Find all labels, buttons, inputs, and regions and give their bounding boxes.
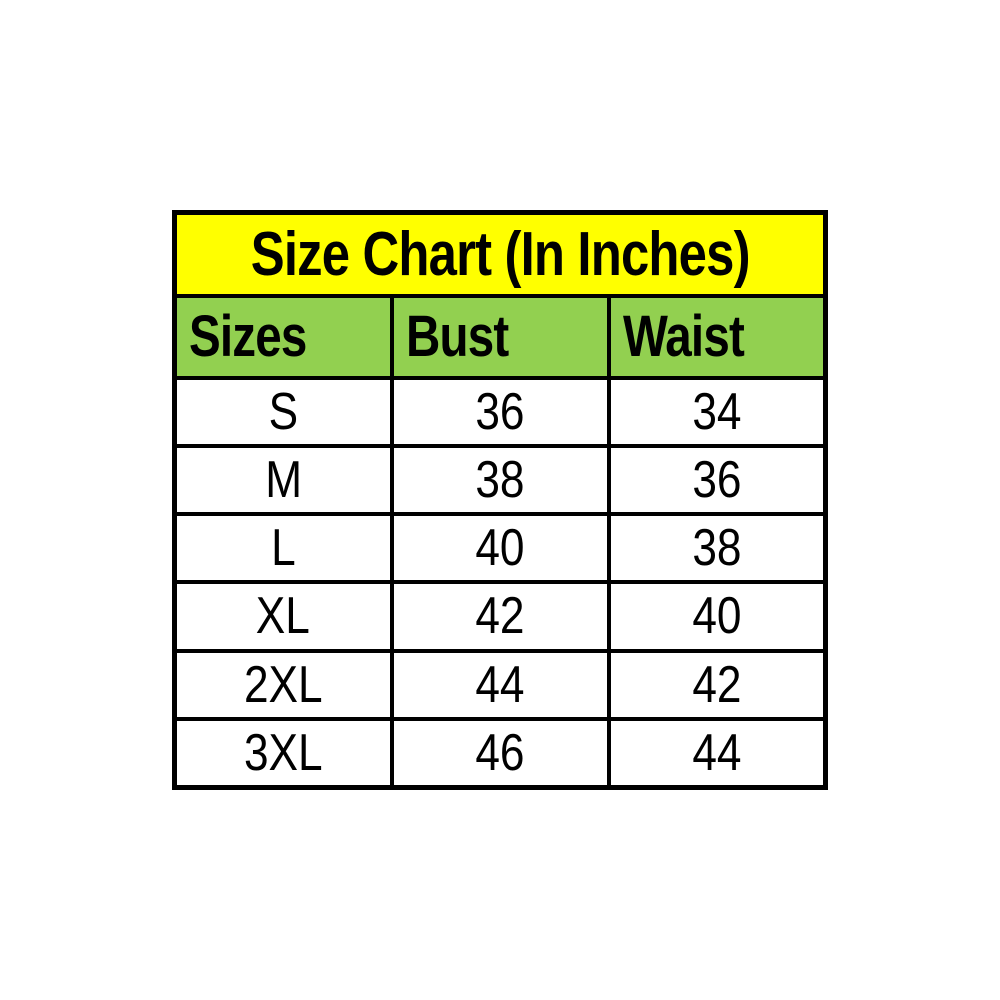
- size-cell: 3XL: [172, 716, 394, 790]
- column-header-sizes-label: Sizes: [189, 304, 307, 370]
- bust-cell: 46: [389, 716, 611, 790]
- size-cell: 2XL: [172, 648, 394, 721]
- bust-value: 42: [475, 587, 525, 646]
- column-header-sizes: Sizes: [172, 294, 394, 380]
- bust-value: 46: [475, 723, 525, 782]
- waist-value: 40: [692, 587, 742, 646]
- size-cell: M: [172, 444, 394, 517]
- size-cell: XL: [172, 580, 394, 653]
- size-cell: L: [172, 512, 394, 585]
- size-value: 2XL: [243, 655, 323, 714]
- bust-value: 44: [475, 655, 525, 714]
- column-header-row: Sizes Bust Waist: [172, 294, 828, 380]
- bust-cell: 38: [389, 444, 611, 517]
- waist-cell: 42: [606, 648, 828, 721]
- size-chart-table: Size Chart (In Inches) Sizes Bust Waist …: [172, 210, 828, 790]
- column-header-bust: Bust: [389, 294, 611, 380]
- chart-title: Size Chart (In Inches): [250, 219, 751, 289]
- table-row-2xl: 2XL 44 42: [172, 648, 828, 721]
- table-row-3xl: 3XL 46 44: [172, 716, 828, 790]
- bust-cell: 44: [389, 648, 611, 721]
- waist-value: 42: [692, 655, 742, 714]
- size-value: XL: [256, 587, 311, 646]
- table-row-l: L 40 38: [172, 512, 828, 585]
- waist-cell: 38: [606, 512, 828, 585]
- column-header-waist-label: Waist: [622, 304, 745, 370]
- chart-title-cell: Size Chart (In Inches): [172, 210, 828, 299]
- bust-cell: 42: [389, 580, 611, 653]
- waist-value: 34: [692, 382, 742, 441]
- bust-value: 36: [475, 382, 525, 441]
- bust-value: 40: [475, 519, 525, 578]
- chart-title-row: Size Chart (In Inches): [172, 210, 828, 299]
- size-value: 3XL: [243, 723, 323, 782]
- size-value: M: [264, 451, 302, 510]
- waist-cell: 44: [606, 716, 828, 790]
- bust-cell: 36: [389, 375, 611, 449]
- waist-value: 44: [692, 723, 742, 782]
- column-header-bust-label: Bust: [405, 304, 509, 370]
- column-header-waist: Waist: [606, 294, 828, 380]
- table-row-xl: XL 42 40: [172, 580, 828, 653]
- bust-value: 38: [475, 451, 525, 510]
- waist-value: 36: [692, 451, 742, 510]
- bust-cell: 40: [389, 512, 611, 585]
- waist-cell: 36: [606, 444, 828, 517]
- table-row-m: M 38 36: [172, 444, 828, 517]
- table-row-s: S 36 34: [172, 375, 828, 449]
- size-cell: S: [172, 375, 394, 449]
- size-value: L: [270, 519, 296, 578]
- waist-cell: 34: [606, 375, 828, 449]
- waist-cell: 40: [606, 580, 828, 653]
- size-value: S: [268, 382, 298, 441]
- waist-value: 38: [692, 519, 742, 578]
